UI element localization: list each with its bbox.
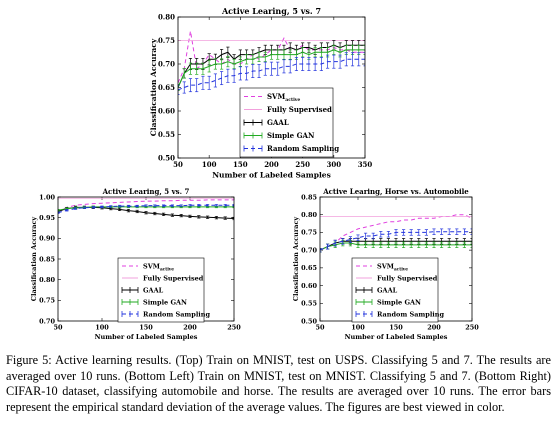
chart-top: Active Learing, 5 vs. 7 50 100 150 200 250 300… <box>149 6 373 180</box>
x-tick-label: 350 <box>358 160 373 169</box>
y-tick-label: 0.55 <box>301 300 317 308</box>
series-line-random-sampling <box>58 204 234 214</box>
plot-data <box>58 197 234 221</box>
y-tick-label: 0.60 <box>158 106 175 115</box>
y-tick-label: 0.55 <box>158 130 175 139</box>
series-simple-gan <box>320 239 472 253</box>
y-tick-label: 1.00 <box>39 193 55 201</box>
y-tick-label: 0.85 <box>301 193 317 201</box>
y-tick-label: 0.80 <box>39 276 55 284</box>
x-axis-label: Number of Labeled Samples <box>212 171 331 180</box>
y-tick-label: 0.95 <box>39 214 55 222</box>
series-simple-gan <box>178 44 365 91</box>
chart-bottom-left: Active Learing, 5 vs. 7 50 100 150 200 250 0.7… <box>30 187 241 341</box>
series-random-sampling <box>58 204 234 214</box>
y-axis-label: Classification Accuracy <box>30 217 38 302</box>
y-axis-label: Classification Accuracy <box>292 217 300 302</box>
y-tick-label: 0.90 <box>39 235 55 243</box>
y-tick-label: 0.50 <box>158 153 175 162</box>
x-tick-label: 250 <box>227 324 241 332</box>
x-tick-label: 200 <box>183 324 197 332</box>
legend-label-fully-supervised: Fully Supervised <box>143 274 204 282</box>
y-tick-label: 0.75 <box>39 297 55 305</box>
legend-label-simple-gan: Simple GAN <box>377 298 421 306</box>
y-tick-label: 0.75 <box>158 36 175 45</box>
x-tick-label: 250 <box>465 324 479 332</box>
chart-title: Active Learing, 5 vs. 7 <box>221 6 321 16</box>
legend-label-svm: SVMactive <box>143 262 174 271</box>
x-tick-label: 100 <box>202 160 217 169</box>
plot-data <box>320 214 472 253</box>
legend-label-svm: SVMactive <box>377 262 408 271</box>
y-tick-label: 0.80 <box>158 12 175 21</box>
plot-frame <box>177 16 366 159</box>
y-tick-label: 0.65 <box>301 264 317 272</box>
y-tick-label: 0.70 <box>39 317 55 325</box>
y-tick-label: 0.80 <box>301 211 317 219</box>
y-tick-label: 0.60 <box>301 282 317 290</box>
series-random-sampling <box>320 228 472 253</box>
x-tick-label: 100 <box>95 324 109 332</box>
series-line-svm <box>58 199 234 212</box>
x-tick-label: 50 <box>173 160 183 169</box>
x-tick-label: 250 <box>295 160 310 169</box>
x-tick-label: 200 <box>427 324 441 332</box>
y-tick-label: 0.50 <box>301 317 317 325</box>
chart-bottom-right: Active Learing, Horse vs. Automobile 50 10… <box>292 187 479 341</box>
legend-label-random-sampling: Random Sampling <box>377 310 445 318</box>
x-axis-label: Number of Labeled Samples <box>345 333 448 341</box>
legend-label-random-sampling: Random Sampling <box>267 144 339 153</box>
x-tick-label: 150 <box>389 324 403 332</box>
x-tick-label: 300 <box>327 160 342 169</box>
legend: SVMactive Fully Supervised GAAL Simple GAN R… <box>239 87 339 158</box>
plot-data <box>178 31 365 95</box>
y-tick-label: 0.85 <box>39 255 55 263</box>
x-tick-label: 150 <box>233 160 248 169</box>
x-axis-label: Number of Labeled Samples <box>95 333 198 341</box>
series-svm <box>58 199 234 212</box>
y-tick-label: 0.75 <box>301 229 317 237</box>
legend-label-gaal: GAAL <box>377 286 398 294</box>
legend-label-fully-supervised: Fully Supervised <box>377 274 438 282</box>
legend-label-gaal: GAAL <box>143 286 164 294</box>
y-tick-label: 0.65 <box>158 83 175 92</box>
x-tick-label: 200 <box>264 160 279 169</box>
y-tick-label: 0.70 <box>301 246 317 254</box>
legend-label-random-sampling: Random Sampling <box>143 310 211 318</box>
legend: SVMactive Fully Supervised GAAL Simple GAN R… <box>117 257 211 323</box>
legend-label-gaal: GAAL <box>267 118 289 127</box>
series-random-sampling <box>178 52 365 95</box>
legend-label-fully-supervised: Fully Supervised <box>267 105 332 114</box>
y-tick-label: 0.70 <box>158 59 175 68</box>
legend-label-simple-gan: Simple GAN <box>143 298 187 306</box>
x-tick-label: 50 <box>53 324 63 332</box>
x-tick-label: 100 <box>351 324 365 332</box>
x-tick-label: 150 <box>139 324 153 332</box>
legend: SVMactive Fully Supervised GAAL Simple GAN R… <box>351 257 445 323</box>
figure-caption: Figure 5: Active learning results. (Top)… <box>6 353 551 414</box>
y-axis-label: Classification Accuracy <box>149 38 158 136</box>
chart-title: Active Learing, 5 vs. 7 <box>102 187 190 196</box>
x-tick-label: 50 <box>315 324 325 332</box>
legend-label-simple-gan: Simple GAN <box>267 131 315 140</box>
legend-label-svm: SVMactive <box>267 92 300 103</box>
chart-title: Active Learing, Horse vs. Automobile <box>322 187 469 196</box>
